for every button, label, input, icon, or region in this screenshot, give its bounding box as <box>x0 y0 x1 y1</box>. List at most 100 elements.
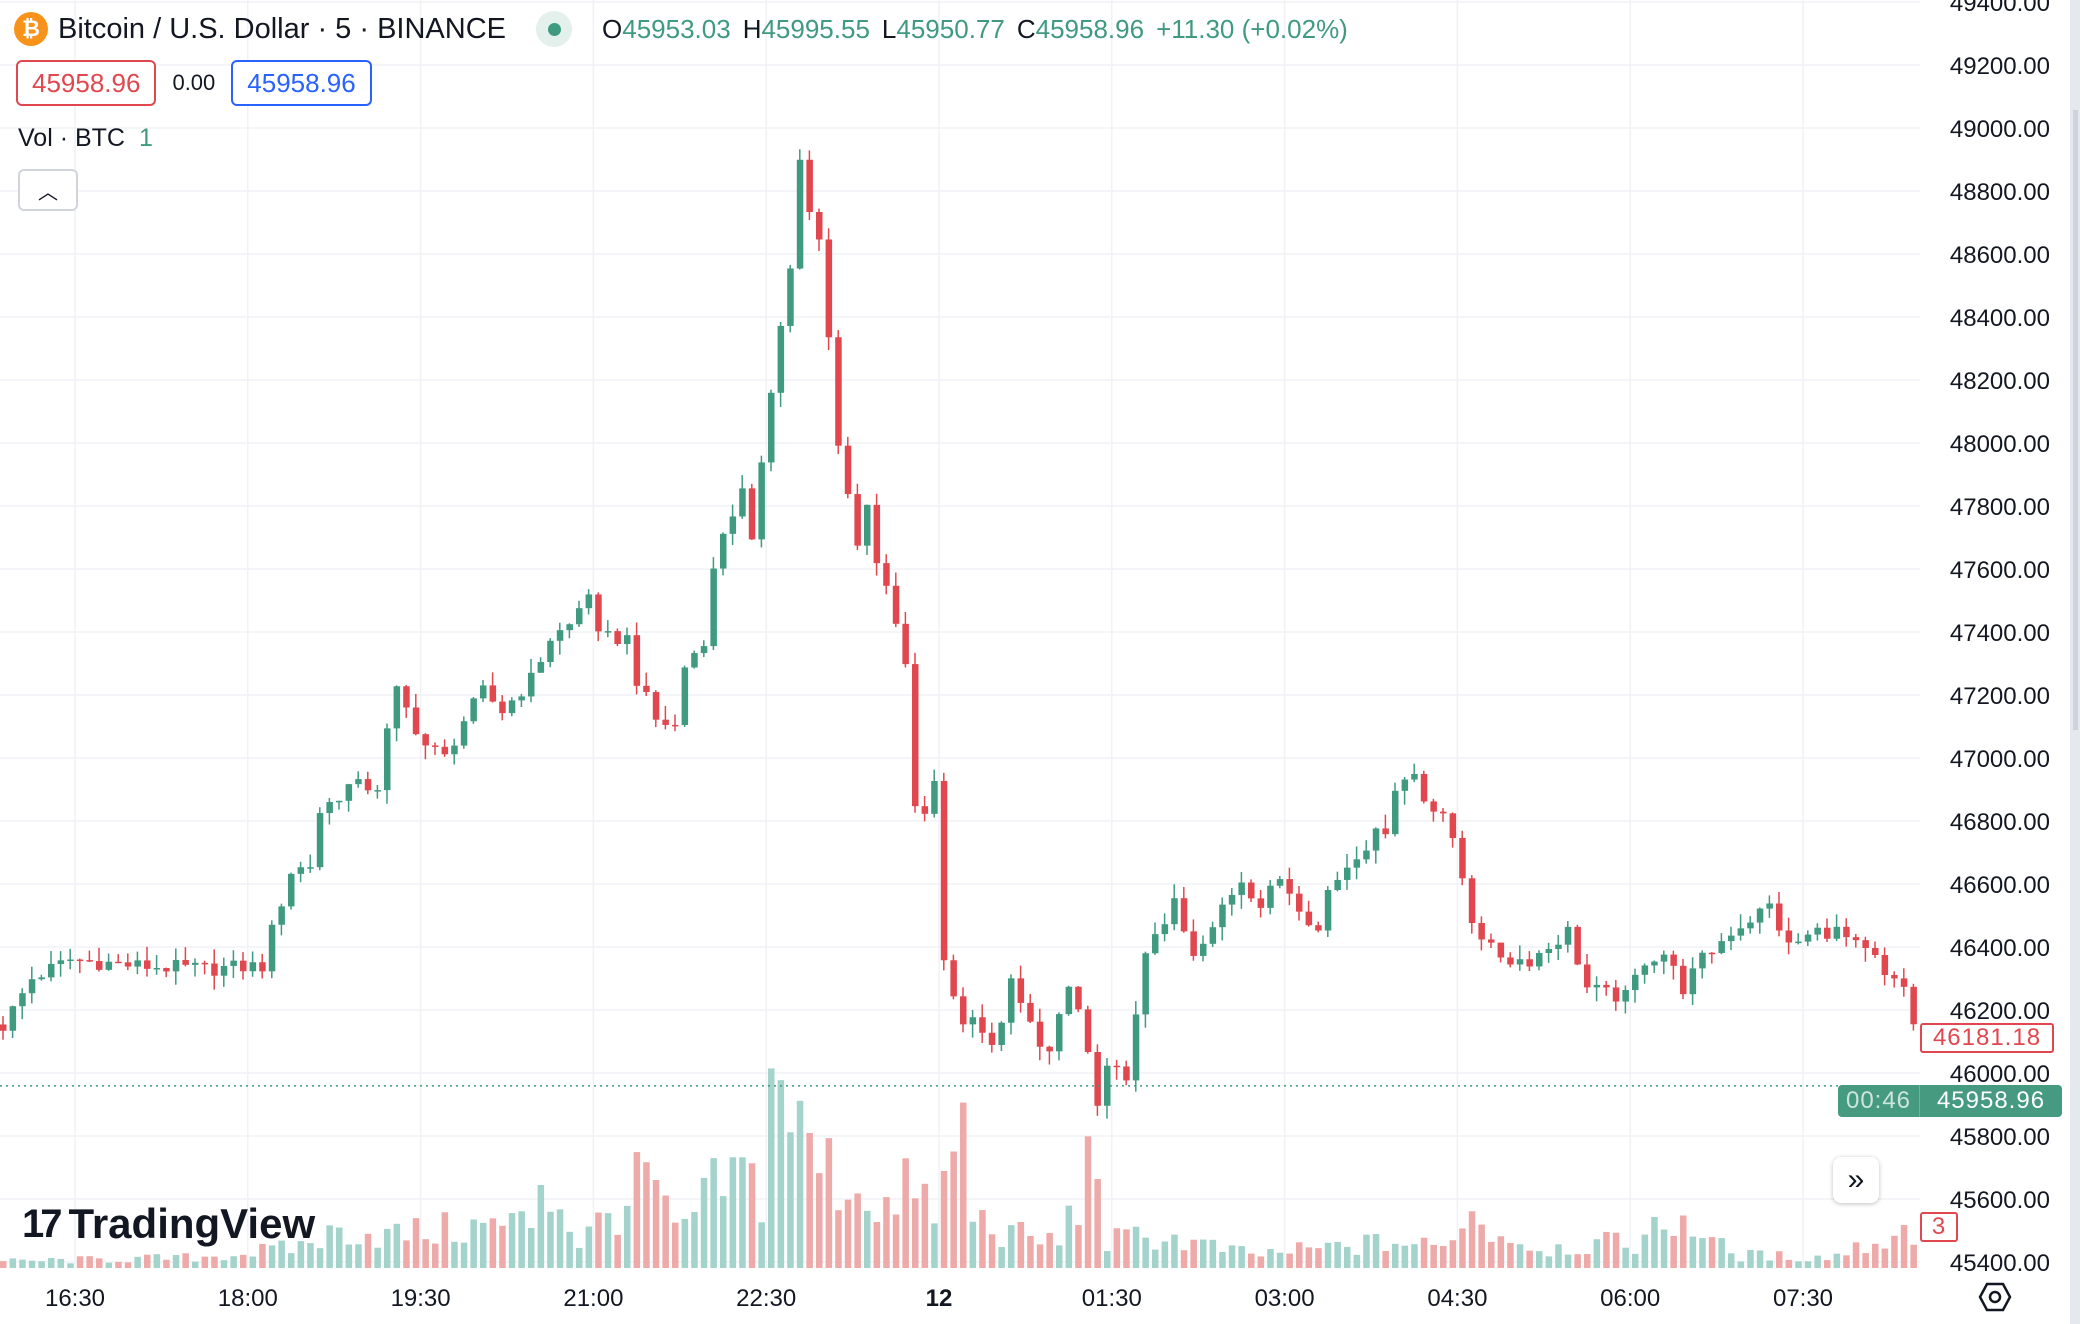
collapse-legend-button[interactable]: ︿ <box>18 169 78 211</box>
volume-bar <box>1046 1232 1053 1268</box>
candle-body <box>211 963 218 976</box>
volume-bar <box>1747 1249 1754 1268</box>
candle-body <box>1670 954 1677 966</box>
candle-body <box>259 962 266 972</box>
volume-bar <box>1728 1253 1735 1268</box>
candle-body <box>480 685 487 699</box>
candle-body <box>595 594 602 632</box>
volume-bar <box>1843 1255 1850 1268</box>
candle-body <box>844 445 852 495</box>
candle <box>1804 930 1812 946</box>
candle-body <box>1142 953 1149 1015</box>
volume-bar <box>825 1138 833 1268</box>
volume-bar <box>1152 1249 1159 1268</box>
candle <box>422 733 429 760</box>
candle-body <box>1209 927 1217 944</box>
candle <box>144 946 151 977</box>
candle-body <box>1017 978 1025 1003</box>
candle <box>403 685 410 718</box>
volume-bar <box>1910 1244 1917 1268</box>
candle <box>1084 1005 1092 1054</box>
volume-bar <box>1824 1260 1831 1268</box>
volume-bar <box>528 1228 535 1268</box>
candle-body <box>336 800 343 803</box>
symbol-title[interactable]: Bitcoin / U.S. Dollar · 5 · BINANCE <box>58 12 506 45</box>
candle <box>1142 951 1149 1028</box>
candle-body <box>240 960 247 972</box>
high-label: H <box>742 13 762 44</box>
candle-body <box>1756 908 1764 923</box>
candle <box>854 483 861 551</box>
candle-body <box>460 721 468 746</box>
price-axis-label: 45600.00 <box>1950 1187 2050 1214</box>
candle-body <box>1680 965 1687 995</box>
candle <box>1843 918 1850 947</box>
candle <box>700 640 708 658</box>
volume-bar <box>1084 1136 1092 1268</box>
candle-body <box>1718 941 1725 954</box>
volume-bar <box>1132 1226 1140 1268</box>
candle <box>595 592 602 642</box>
volume-bar <box>307 1243 314 1268</box>
volume-bar <box>57 1258 65 1268</box>
candle <box>1641 963 1649 984</box>
candle <box>1017 965 1025 1013</box>
volume-bar <box>1737 1261 1745 1268</box>
market-status-icon[interactable] <box>536 11 572 47</box>
candle-body <box>547 640 554 663</box>
candle <box>48 951 55 982</box>
candle-body <box>412 707 420 735</box>
candle-body <box>662 719 669 725</box>
candle <box>1094 1044 1101 1116</box>
candle <box>460 716 468 749</box>
candle <box>288 872 295 910</box>
candle-body <box>1296 893 1303 912</box>
candle <box>508 697 516 717</box>
candle-body <box>115 961 122 964</box>
volume-label[interactable]: Vol · BTC <box>18 124 125 152</box>
volume-bar <box>1699 1238 1706 1268</box>
sell-button[interactable]: 45958.96 <box>16 60 157 106</box>
candle-body <box>1497 942 1505 958</box>
volume-bar <box>1555 1244 1562 1268</box>
candle <box>662 705 669 730</box>
candle-body <box>105 961 113 970</box>
candle <box>1276 876 1284 889</box>
candle <box>547 638 554 668</box>
candle <box>9 1005 17 1038</box>
candle <box>316 807 324 871</box>
candle-body <box>729 516 737 534</box>
settings-icon[interactable] <box>1978 1280 2012 1314</box>
volume-bar <box>1113 1228 1121 1268</box>
candle <box>1689 957 1697 1005</box>
candle <box>1776 891 1783 937</box>
price-axis-label: 47200.00 <box>1950 683 2050 710</box>
volume-bar <box>950 1151 957 1268</box>
candle <box>38 974 45 981</box>
candle <box>768 389 775 472</box>
candle-body <box>1766 903 1773 909</box>
tradingview-logo[interactable]: 17 TradingView <box>22 1200 315 1248</box>
candle <box>1152 922 1159 955</box>
volume-bar <box>38 1261 45 1268</box>
candle <box>1900 968 1908 997</box>
volume-bar <box>470 1219 477 1268</box>
scrollbar-thumb[interactable] <box>2073 110 2078 730</box>
volume-bar <box>969 1221 977 1268</box>
candle-body <box>355 779 362 785</box>
candle <box>1420 770 1428 804</box>
candle <box>969 1010 977 1038</box>
volume-bar <box>172 1255 180 1268</box>
candle-body <box>777 325 785 393</box>
candle <box>1113 1059 1121 1080</box>
candle <box>1507 952 1514 968</box>
scroll-to-realtime-button[interactable]: » <box>1833 1157 1879 1203</box>
buy-button[interactable]: 45958.96 <box>231 60 372 106</box>
volume-bar <box>432 1243 439 1268</box>
open-value: 45953.03 <box>622 13 731 44</box>
candle-body <box>1900 978 1908 987</box>
volume-bar <box>96 1258 103 1268</box>
candle <box>201 960 209 975</box>
candle <box>28 966 36 1004</box>
